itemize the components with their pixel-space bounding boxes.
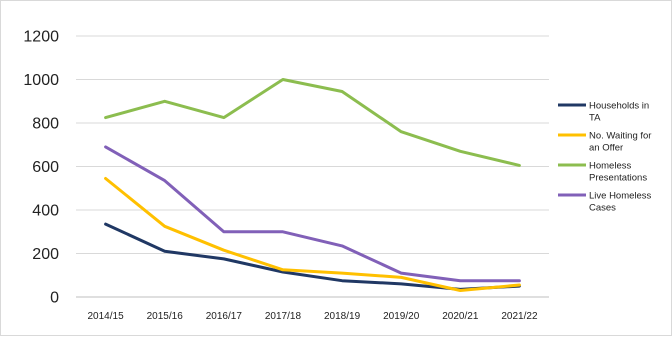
- legend-label: TA: [589, 113, 601, 124]
- y-tick-label: 1000: [23, 72, 59, 89]
- series-line-2: [104, 177, 521, 292]
- x-tick-label: 2021/22: [501, 311, 538, 322]
- y-tick-label: 200: [32, 246, 59, 263]
- y-tick-label: 400: [32, 203, 59, 220]
- legend-label: Homeless: [589, 161, 631, 172]
- x-tick-label: 2019/20: [383, 311, 420, 322]
- legend-label: Households in: [589, 101, 649, 112]
- series-line-3: [104, 78, 521, 167]
- legend-label: Cases: [589, 203, 616, 214]
- x-tick-label: 2017/18: [265, 311, 302, 322]
- series-lines: [104, 78, 521, 292]
- x-tick-label: 2018/19: [324, 311, 361, 322]
- y-tick-label: 0: [50, 290, 59, 307]
- y-tick-label: 600: [32, 159, 59, 176]
- y-tick-label: 1200: [23, 29, 59, 46]
- legend-label: Presentations: [589, 173, 647, 184]
- x-axis: 2014/15 2015/16 2016/17 2017/18 2018/19 2019/…: [76, 296, 549, 322]
- legend-label: No. Waiting for: [589, 131, 651, 142]
- x-tick-label: 2020/21: [442, 311, 479, 322]
- legend-label: Live Homeless: [589, 191, 652, 202]
- gridlines: [76, 35, 549, 298]
- y-axis: 0 200 400 600 800 1000 1200: [23, 29, 59, 307]
- x-tick-label: 2015/16: [147, 311, 184, 322]
- legend-label: an Offer: [589, 143, 623, 154]
- x-tick-label: 2016/17: [206, 311, 243, 322]
- series-line-4: [104, 145, 521, 283]
- y-tick-label: 800: [32, 116, 59, 133]
- x-tick-label: 2014/15: [87, 311, 124, 322]
